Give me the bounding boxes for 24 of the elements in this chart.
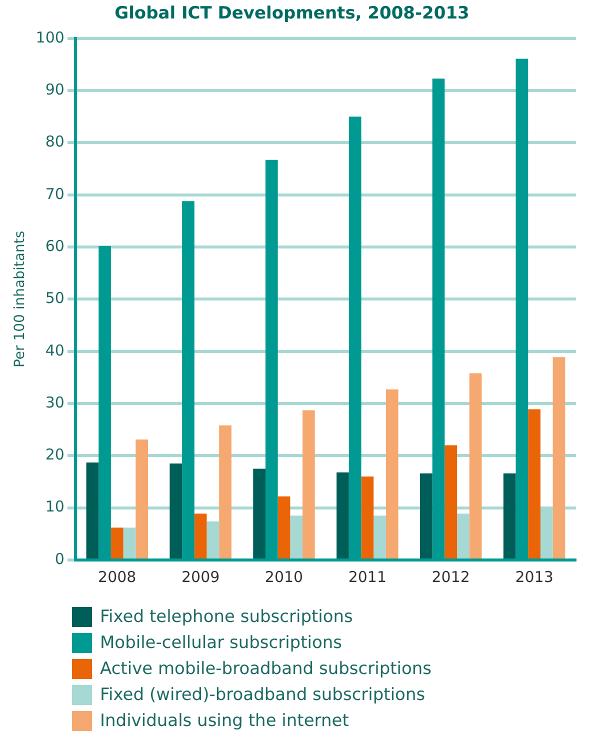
y-tick-label: 100 [36, 28, 64, 46]
x-tick-label: 2012 [432, 568, 470, 586]
y-tick-label: 20 [45, 446, 64, 464]
x-tick-label: 2008 [98, 568, 136, 586]
chart-title: Global ICT Developments, 2008-2013 [114, 4, 470, 24]
y-tick-label: 90 [45, 80, 64, 98]
y-tick-label: 10 [45, 498, 64, 516]
y-tick-label: 30 [45, 393, 64, 412]
legend-label: Active mobile-broadband subscriptions [100, 659, 432, 679]
legend-label: Fixed telephone subscriptions [100, 607, 353, 627]
x-tick-label: 2013 [515, 568, 554, 586]
x-tick-label: 2009 [181, 568, 220, 586]
y-tick-label: 80 [45, 132, 64, 151]
y-axis-title: Per 100 inhabitants [12, 230, 28, 368]
legend-label: Mobile-cellular subscriptions [100, 633, 342, 653]
y-tick-label: 0 [54, 550, 64, 568]
legend-label: Fixed (wired)-broadband subscriptions [100, 685, 426, 705]
x-tick-label: 2011 [348, 568, 387, 586]
legend-label: Individuals using the internet [100, 711, 349, 731]
y-tick-label: 50 [45, 289, 64, 308]
y-tick-label: 40 [45, 341, 64, 360]
y-tick-label: 70 [45, 184, 64, 203]
y-tick-label: 60 [45, 236, 64, 255]
x-tick-label: 2010 [264, 568, 304, 586]
